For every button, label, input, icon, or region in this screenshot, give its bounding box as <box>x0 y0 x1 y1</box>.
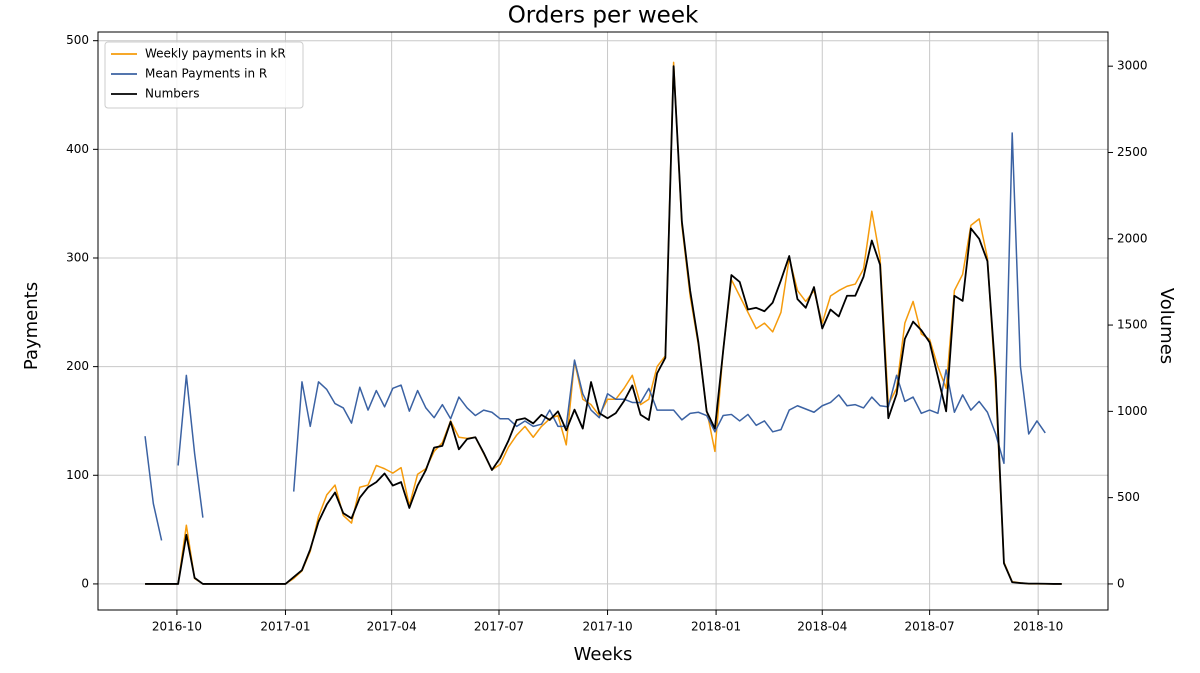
x-axis-label: Weeks <box>574 644 633 665</box>
x-tick-label: 2016-10 <box>152 620 202 634</box>
y-tick-label: 400 <box>66 142 89 156</box>
y-tick-label: 300 <box>66 250 89 264</box>
y2-tick-label: 2000 <box>1117 231 1148 245</box>
y2-tick-label: 1000 <box>1117 404 1148 418</box>
y2-axis-label: Volumes <box>1156 288 1177 364</box>
y-tick-label: 100 <box>66 468 89 482</box>
x-tick-label: 2017-10 <box>582 620 632 634</box>
series-line <box>145 61 1062 585</box>
series-line <box>292 132 1046 492</box>
legend-label: Mean Payments in R <box>145 67 267 81</box>
series-line <box>177 374 204 518</box>
y2-tick-label: 1500 <box>1117 318 1148 332</box>
x-tick-label: 2017-01 <box>260 620 310 634</box>
x-tick-label: 2018-07 <box>905 620 955 634</box>
y-axis-label: Payments <box>21 282 42 370</box>
y-tick-label: 500 <box>66 33 89 47</box>
plot-frame <box>97 31 1109 611</box>
chart-title: Orders per week <box>508 3 699 29</box>
y2-tick-label: 0 <box>1117 576 1125 590</box>
y-tick-label: 0 <box>81 576 89 590</box>
x-tick-label: 2017-07 <box>474 620 524 634</box>
y-tick-label: 200 <box>66 359 89 373</box>
y2-tick-label: 2500 <box>1117 145 1148 159</box>
legend-label: Weekly payments in kR <box>145 47 286 61</box>
series-line <box>145 65 1062 585</box>
legend-box <box>104 41 304 109</box>
x-tick-label: 2018-04 <box>797 620 847 634</box>
series-line <box>144 436 163 541</box>
legend-label: Numbers <box>145 87 199 101</box>
y2-tick-label: 500 <box>1117 490 1140 504</box>
y2-tick-label: 3000 <box>1117 59 1148 73</box>
x-tick-label: 2018-01 <box>691 620 741 634</box>
x-tick-label: 2017-04 <box>367 620 417 634</box>
x-tick-label: 2018-10 <box>1013 620 1063 634</box>
